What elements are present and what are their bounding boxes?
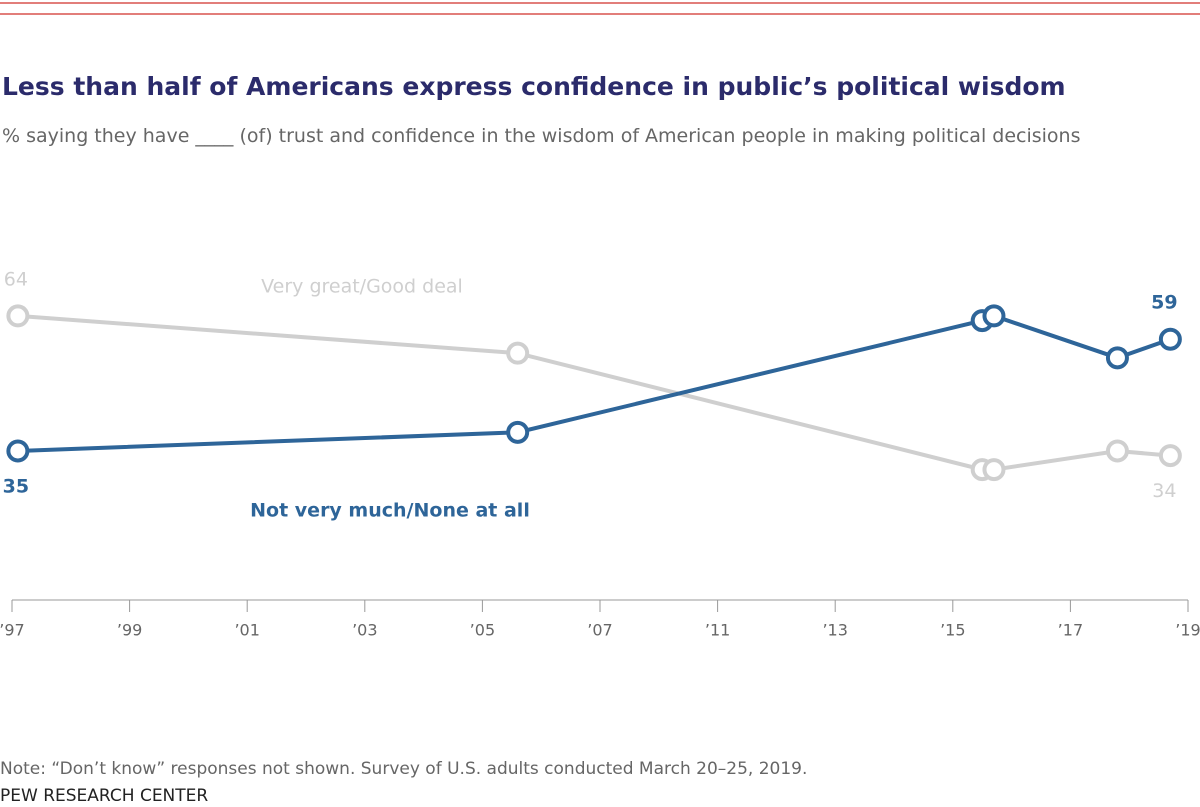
source: PEW RESEARCH CENTER: [0, 786, 208, 806]
subtitle-box: % saying they have ____ (of) trust and c…: [2, 125, 1081, 147]
data-point: [1158, 444, 1182, 468]
x-tick-label: ’05: [470, 621, 495, 640]
series-label: Very great/Good deal: [261, 276, 463, 298]
data-point: [6, 304, 30, 328]
data-point: [6, 439, 30, 463]
note: Note: “Don’t know” responses not shown. …: [0, 759, 807, 779]
series-line: [17, 313, 1172, 453]
data-point: [1105, 439, 1129, 463]
series-line: [17, 313, 1171, 472]
x-tick-label: ’17: [1058, 621, 1083, 640]
x-tick-label: ’19: [1175, 621, 1200, 640]
data-point: [506, 420, 530, 444]
data-point: [982, 458, 1006, 482]
x-tick-label: ’97: [0, 621, 25, 640]
x-tick-label: ’15: [940, 621, 965, 640]
chart-subtitle: % saying they have ____ (of) trust and c…: [2, 125, 1081, 147]
data-point: [1158, 327, 1182, 351]
series-label: Not very much/None at all: [250, 500, 530, 522]
data-point: [982, 304, 1006, 328]
x-tick-label: ’11: [705, 621, 730, 640]
value-label: 64: [4, 268, 28, 290]
data-point: [1105, 346, 1129, 370]
value-label: 35: [3, 475, 29, 497]
x-tick-label: ’01: [234, 621, 259, 640]
x-tick-label: ’99: [117, 621, 142, 640]
chart-title: Less than half of Americans express conf…: [2, 72, 1066, 101]
value-label: 59: [1151, 292, 1177, 314]
data-point: [506, 341, 530, 365]
value-label: 34: [1152, 480, 1176, 502]
x-tick-label: ’13: [822, 621, 847, 640]
x-tick-label: ’03: [352, 621, 377, 640]
x-tick-label: ’07: [587, 621, 612, 640]
